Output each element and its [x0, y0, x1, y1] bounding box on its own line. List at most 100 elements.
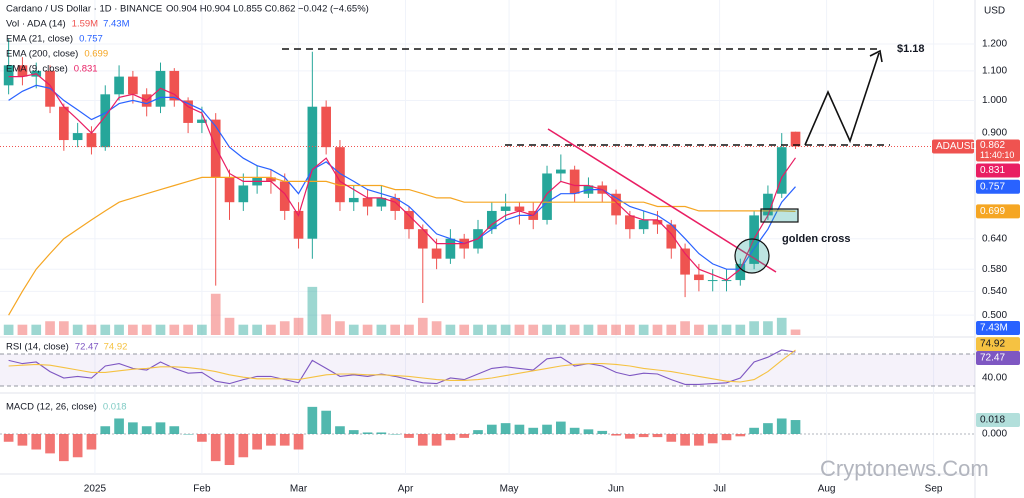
countdown: 11:40:10 — [980, 150, 1014, 160]
candle-body — [390, 197, 401, 211]
volume-bar — [86, 324, 97, 335]
macd-badge: 0.018 — [980, 415, 1005, 426]
legend-name: RSI (14, close) — [6, 342, 69, 353]
macd-bar — [790, 420, 801, 434]
watermark: Cryptonews.Com — [820, 456, 989, 481]
candle-body — [376, 197, 387, 207]
golden-cross-label: golden cross — [782, 233, 850, 245]
macd-bar — [238, 434, 249, 458]
volume-bar — [500, 324, 511, 335]
legend-name: EMA (9, close) — [6, 64, 68, 75]
price-badge-bg — [932, 139, 974, 154]
macd-bar — [183, 434, 193, 435]
volume-bar — [183, 324, 193, 335]
legend-value: 1.59M — [72, 19, 98, 30]
macd-bar — [252, 434, 262, 450]
currency-label: USD — [984, 6, 1005, 17]
candle-body — [210, 119, 221, 178]
macd-bar — [556, 421, 566, 434]
candle-body — [763, 193, 773, 216]
macd-bar — [17, 434, 28, 446]
legend-name: EMA (21, close) — [6, 34, 73, 45]
macd-bar — [666, 434, 677, 442]
volume-bar — [307, 286, 318, 335]
candle-body — [307, 106, 318, 239]
macd-bar — [597, 430, 608, 434]
candle-body — [293, 210, 304, 239]
macd-bar — [169, 426, 180, 434]
volume-bar — [252, 324, 262, 335]
macd-bar — [569, 427, 580, 434]
volume-bar — [431, 321, 442, 335]
volume-bar — [569, 324, 580, 335]
macd-bar — [763, 423, 773, 434]
volume-bar — [17, 324, 28, 335]
macd-bar — [776, 418, 787, 434]
macd-bar — [611, 434, 621, 436]
volume-bar — [666, 324, 677, 335]
candle-body — [638, 219, 649, 230]
candle-body — [279, 181, 290, 211]
volume-bar — [321, 314, 331, 335]
volume-bar — [335, 321, 345, 335]
candle-body — [556, 169, 566, 174]
macd-bar — [362, 432, 373, 434]
ema-badge: 0.757 — [980, 181, 1005, 192]
macd-bar — [707, 434, 718, 444]
macd-bar — [473, 430, 483, 434]
last-price: 0.862 — [980, 140, 1005, 151]
candle-body — [500, 206, 511, 211]
candle-body — [652, 219, 663, 225]
volume-bar — [293, 317, 304, 335]
candle-body — [362, 197, 373, 207]
volume-bar — [114, 324, 124, 335]
macd-bar — [390, 434, 401, 435]
macd-bar — [459, 434, 470, 438]
volume-bar — [72, 324, 83, 335]
y-tick-label: 0.540 — [982, 286, 1007, 297]
macd-bar — [307, 406, 318, 434]
macd-bar — [266, 434, 276, 446]
legend-name: Vol · ADA (14) — [6, 19, 66, 30]
candle-body — [266, 177, 276, 182]
candle-body — [72, 133, 83, 141]
candle-body — [694, 274, 704, 281]
volume-badge-bg — [976, 321, 1020, 335]
candle-body — [224, 177, 235, 203]
x-tick-label: Jun — [608, 484, 624, 495]
volume-bar — [473, 324, 483, 335]
candle-body — [100, 94, 111, 148]
rsi-badge: 74.92 — [980, 339, 1005, 350]
volume-bar — [279, 321, 290, 335]
volume-bar — [542, 324, 552, 335]
drawings: $1.18 golden cross — [282, 43, 925, 274]
macd-bar — [155, 422, 166, 434]
macd-bar — [638, 434, 649, 438]
volume-bar — [45, 321, 55, 335]
candle-body — [169, 70, 180, 101]
legend-value: 0.757 — [79, 34, 103, 45]
projection-arrow — [869, 49, 883, 63]
volume-bar — [625, 324, 635, 335]
macd-bar — [486, 424, 497, 434]
macd-bar — [128, 422, 138, 434]
macd-bar — [680, 434, 690, 446]
volume-bar — [266, 324, 276, 335]
candle-body — [128, 76, 138, 95]
highlight-box — [760, 208, 799, 223]
volume-bar — [597, 324, 608, 335]
ema-badge: 0.699 — [980, 206, 1005, 217]
macd-bar — [3, 434, 14, 442]
candle-body — [445, 238, 456, 259]
macd-bar — [86, 434, 97, 450]
macd-bar — [348, 430, 359, 434]
x-tick-label: Jul — [713, 484, 726, 495]
volume-bar — [707, 324, 718, 335]
volume-bar — [155, 324, 166, 335]
y-tick-label: 1.200 — [982, 39, 1007, 50]
macd-bar — [321, 410, 331, 434]
volume-bar — [31, 324, 42, 335]
volume-bar — [694, 324, 704, 335]
macd-bar — [31, 434, 42, 450]
